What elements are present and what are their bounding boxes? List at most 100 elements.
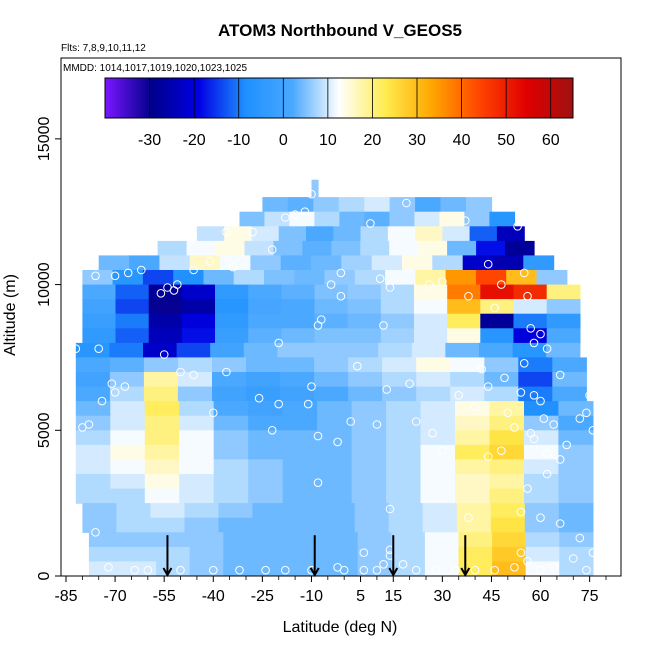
heatmap-cell bbox=[389, 211, 415, 227]
observation-point bbox=[222, 367, 231, 377]
heatmap-cell bbox=[248, 459, 284, 475]
heatmap-cell bbox=[181, 299, 216, 315]
heatmap-cell bbox=[176, 342, 211, 359]
heatmap-cell bbox=[424, 546, 460, 563]
y-tick-label: 0 bbox=[36, 571, 53, 580]
observation-point bbox=[438, 277, 447, 287]
observation-point bbox=[379, 560, 388, 569]
observation-point bbox=[228, 262, 238, 272]
heatmap-cell bbox=[179, 415, 215, 431]
observation-point bbox=[189, 370, 198, 380]
heatmap-cell bbox=[223, 561, 258, 576]
observation-point bbox=[497, 280, 506, 289]
heatmap-cell bbox=[150, 517, 185, 533]
heatmap-cell bbox=[148, 313, 183, 329]
heatmap-cell bbox=[75, 444, 111, 461]
observation-point bbox=[303, 399, 313, 409]
heatmap-cell bbox=[391, 546, 426, 563]
observation-point bbox=[477, 364, 486, 374]
heatmap-cell bbox=[82, 313, 117, 329]
observation-point bbox=[536, 329, 545, 339]
profile-markers bbox=[162, 535, 471, 578]
heatmap-cell bbox=[420, 444, 456, 461]
heatmap-cell bbox=[287, 197, 314, 213]
heatmap-cell bbox=[248, 284, 282, 300]
heatmap-cell bbox=[420, 401, 456, 417]
heatmap-cell bbox=[116, 517, 151, 533]
observation-point bbox=[536, 513, 545, 523]
heatmap-cell bbox=[306, 226, 334, 242]
heatmap-cell bbox=[420, 488, 456, 504]
observation-point bbox=[290, 210, 300, 219]
heatmap-cell bbox=[411, 342, 446, 359]
observation-point bbox=[536, 396, 545, 406]
heatmap-cell bbox=[110, 444, 146, 461]
heatmap-cell bbox=[558, 459, 594, 475]
heatmap-cell bbox=[536, 270, 568, 286]
heatmap-cell bbox=[179, 488, 215, 504]
heatmap-cell bbox=[351, 488, 387, 504]
heatmap-cell bbox=[179, 430, 215, 446]
heatmap-cell bbox=[156, 561, 191, 576]
observation-point bbox=[313, 321, 323, 330]
heatmap-cell bbox=[282, 430, 318, 446]
observation-point bbox=[464, 291, 473, 301]
heatmap-cell bbox=[422, 503, 458, 519]
heatmap-cell bbox=[385, 270, 416, 286]
heatmap-cell bbox=[558, 517, 594, 533]
heatmap-cell bbox=[144, 488, 180, 504]
heatmap-cell bbox=[181, 284, 216, 300]
observation-point bbox=[359, 565, 369, 575]
heatmap-cell bbox=[286, 503, 322, 519]
heatmap-cell bbox=[546, 284, 581, 300]
observation-point bbox=[313, 478, 323, 488]
heatmap-cell bbox=[280, 372, 315, 388]
heatmap-cell bbox=[513, 328, 548, 344]
observation-point bbox=[209, 565, 218, 575]
observation-point bbox=[431, 565, 441, 575]
observation-point bbox=[483, 382, 493, 391]
y-axis: 0 5000 10000 15000 bbox=[36, 117, 61, 580]
heatmap-cell bbox=[505, 240, 535, 257]
heatmap-cell bbox=[212, 372, 247, 388]
heatmap-cell bbox=[144, 459, 180, 475]
heatmap-cell bbox=[148, 299, 183, 315]
observation-point bbox=[451, 565, 460, 575]
heatmap-cell bbox=[420, 415, 456, 431]
heatmap-cell bbox=[186, 240, 217, 257]
heatmap-cell bbox=[489, 474, 525, 490]
heatmap-cell bbox=[320, 517, 356, 533]
heatmap-cell bbox=[442, 226, 471, 242]
heatmap-cell bbox=[386, 444, 422, 461]
heatmap-cell bbox=[248, 313, 282, 329]
heatmap-cell bbox=[75, 386, 111, 402]
heatmap-cell bbox=[317, 444, 353, 461]
heatmap-cell bbox=[414, 299, 448, 315]
heatmap-cell bbox=[360, 240, 390, 257]
observation-point bbox=[549, 420, 558, 429]
heatmap-cell bbox=[513, 313, 548, 329]
heatmap-cell bbox=[525, 561, 560, 576]
heatmap-cell bbox=[314, 299, 349, 315]
chart-title: ATOM3 Northbound V_GEOS5 bbox=[218, 21, 462, 40]
heatmap-cell bbox=[177, 357, 213, 373]
heatmap-cell bbox=[559, 546, 594, 563]
heatmap-cell bbox=[311, 255, 342, 271]
heatmap-cell bbox=[506, 270, 538, 286]
observation-point bbox=[176, 565, 185, 575]
heatmap-cell bbox=[82, 517, 117, 533]
heatmap-cell bbox=[414, 328, 448, 344]
observation-point bbox=[209, 408, 218, 418]
heatmap-cell bbox=[110, 401, 146, 417]
x-tick-label: 45 bbox=[483, 588, 501, 605]
colorbar-tick-label: -10 bbox=[227, 132, 250, 149]
observation-point bbox=[503, 408, 513, 418]
heatmap-cell bbox=[344, 342, 379, 359]
heatmap-cell bbox=[109, 342, 144, 359]
heatmap-cell bbox=[351, 444, 387, 461]
heatmap-cell bbox=[157, 240, 188, 257]
heatmap-cell bbox=[447, 313, 481, 329]
observation-point bbox=[454, 391, 464, 400]
observation-point bbox=[189, 265, 198, 275]
heatmap-cell bbox=[364, 197, 391, 213]
